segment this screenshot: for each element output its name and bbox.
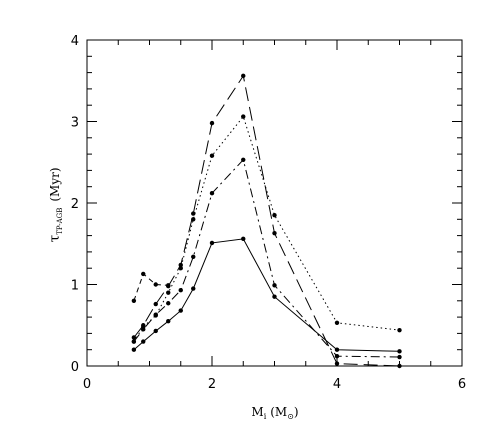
data-point xyxy=(153,313,158,318)
x-axis-title-main: M xyxy=(251,405,263,419)
x-axis-title-sun: ⊙ xyxy=(287,412,294,421)
x-tick-label: 4 xyxy=(333,377,341,392)
y-tick-label: 4 xyxy=(71,34,79,49)
x-tick-label: 0 xyxy=(83,377,91,392)
x-axis-title-close: ) xyxy=(294,405,299,419)
series-line xyxy=(133,238,400,352)
series-line xyxy=(133,158,400,358)
data-point xyxy=(153,282,158,287)
data-point xyxy=(397,363,402,369)
data-point xyxy=(131,347,137,352)
series-4 xyxy=(131,114,402,344)
data-point xyxy=(334,361,340,366)
data-point xyxy=(191,217,196,222)
data-point xyxy=(178,288,183,293)
axis-ticks xyxy=(86,39,463,367)
y-tick-label: 3 xyxy=(71,116,79,131)
data-point xyxy=(131,298,137,303)
y-axis-title-unit: (Myr) xyxy=(48,167,62,201)
data-point xyxy=(272,230,277,236)
x-axis-title: Mi (M⊙) xyxy=(251,405,298,421)
data-point xyxy=(272,294,277,299)
data-point xyxy=(241,73,246,79)
y-tick-label: 2 xyxy=(71,197,79,212)
x-tick-label: 2 xyxy=(208,377,216,392)
data-point xyxy=(272,283,277,288)
data-point xyxy=(241,236,246,242)
series-line xyxy=(133,115,400,342)
data-point xyxy=(209,240,215,246)
data-point xyxy=(141,271,146,277)
series-1 xyxy=(131,236,402,354)
data-point xyxy=(178,308,183,313)
plot-frame xyxy=(86,39,463,367)
data-point xyxy=(166,283,171,288)
data-point xyxy=(191,286,196,291)
y-axis-title-main: τ xyxy=(47,235,63,243)
data-point xyxy=(131,335,137,340)
y-axis-title: τTP-AGB (Myr) xyxy=(47,167,64,242)
data-point xyxy=(272,213,277,218)
data-point xyxy=(178,266,183,271)
data-point xyxy=(397,327,402,333)
data-point xyxy=(131,339,137,344)
data-point xyxy=(141,324,146,330)
data-point xyxy=(397,354,402,360)
data-point xyxy=(334,347,340,352)
data-point xyxy=(153,328,158,334)
data-point xyxy=(209,153,215,158)
data-point xyxy=(241,114,246,119)
y-tick-label: 1 xyxy=(71,279,79,294)
series-5 xyxy=(131,271,171,303)
x-tick-label: 6 xyxy=(458,377,466,392)
data-point xyxy=(209,120,215,126)
data-point xyxy=(141,339,146,344)
data-point xyxy=(241,157,246,163)
x-axis-title-paren: (M xyxy=(270,405,287,419)
data-point xyxy=(166,318,171,324)
y-tick-label: 0 xyxy=(71,360,79,375)
data-point xyxy=(191,254,196,259)
series-2 xyxy=(131,157,402,360)
data-series xyxy=(131,73,402,369)
data-point xyxy=(153,301,158,307)
data-point xyxy=(209,191,215,196)
tick-labels: 0 2 4 6 0 1 2 3 4 xyxy=(71,34,466,392)
data-point xyxy=(191,211,196,216)
series-3 xyxy=(131,73,402,369)
data-point xyxy=(334,320,340,326)
series-line xyxy=(133,74,400,367)
data-point xyxy=(397,349,402,354)
y-axis-title-sub: TP-AGB xyxy=(56,208,64,235)
data-point xyxy=(334,354,340,359)
data-point xyxy=(166,301,171,306)
x-axis-title-sub: i xyxy=(264,412,267,421)
series-line xyxy=(133,273,169,301)
data-point xyxy=(166,290,171,295)
